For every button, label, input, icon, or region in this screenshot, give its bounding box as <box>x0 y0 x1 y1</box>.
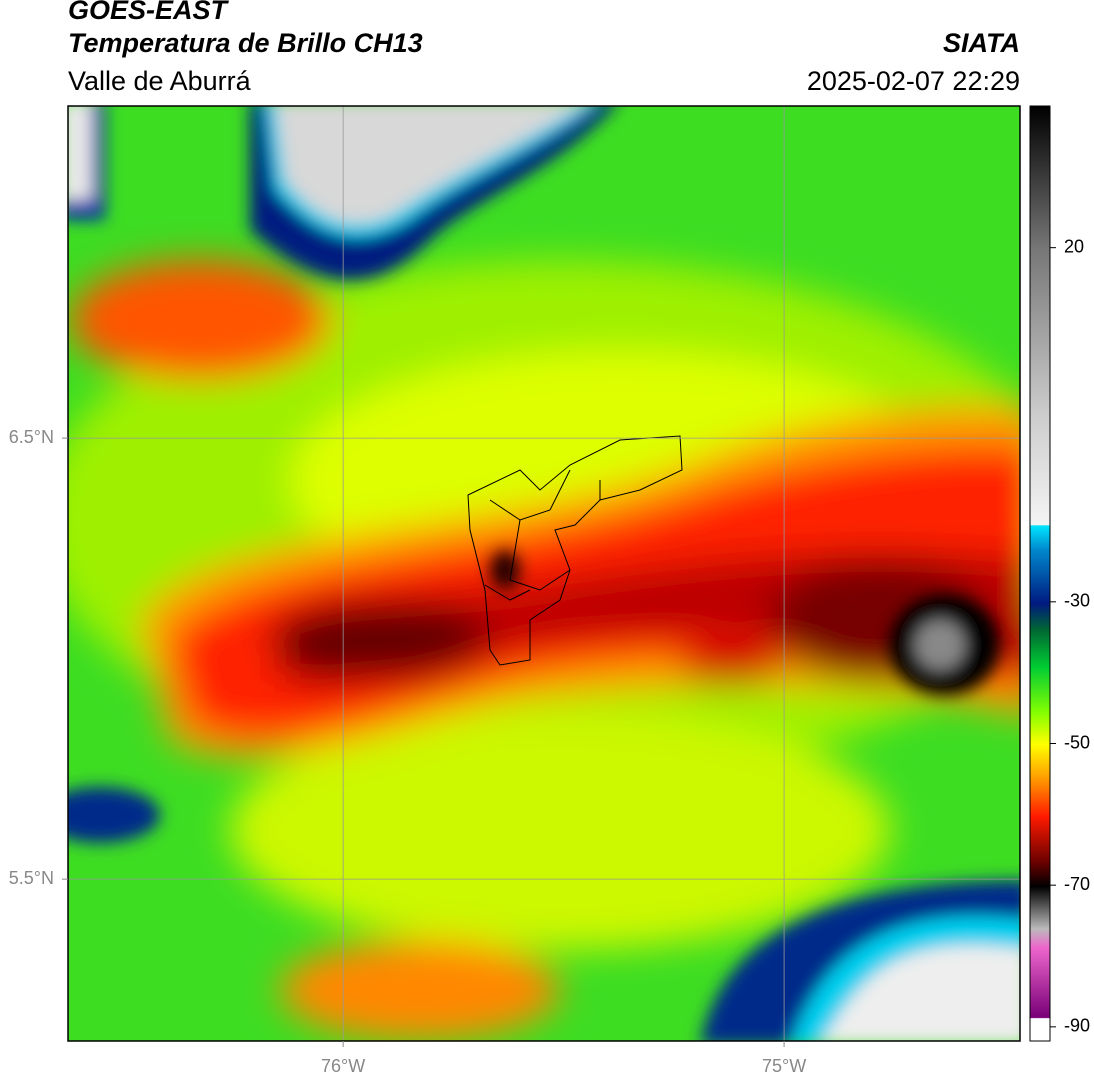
colorbar-tick-label: 20 <box>1064 236 1084 256</box>
subtitle: Temperatura de Brillo CH13 <box>68 28 423 58</box>
colorbar <box>1029 105 1051 1042</box>
colorbar-tick-label: -30 <box>1064 591 1090 611</box>
title: GOES-EAST <box>68 0 230 25</box>
colorbar-tick-label: -90 <box>1064 1016 1090 1036</box>
y-tick-label: 5.5°N <box>9 868 54 888</box>
y-tick-label: 6.5°N <box>9 427 54 447</box>
satellite-field <box>68 106 1020 1041</box>
region: Valle de Aburrá <box>68 66 252 96</box>
x-tick-label: 76°W <box>321 1056 365 1076</box>
colorbar-tick-label: -50 <box>1064 732 1090 752</box>
x-tick-label: 75°W <box>762 1056 806 1076</box>
colorbar-tick-label: -70 <box>1064 874 1090 894</box>
source: SIATA <box>943 28 1020 58</box>
map-frame <box>67 105 1021 1042</box>
datetime: 2025-02-07 22:29 <box>807 66 1020 96</box>
valley-boundary <box>467 435 683 666</box>
